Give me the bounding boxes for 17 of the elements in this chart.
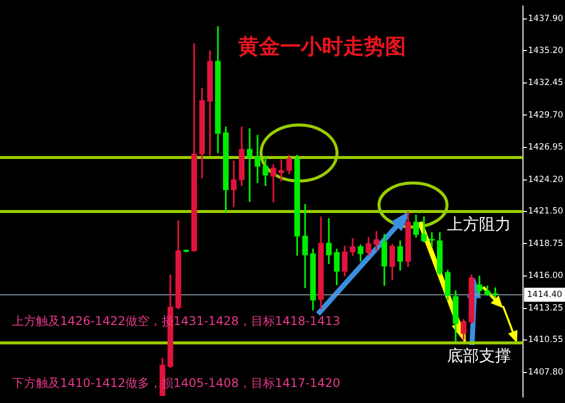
candlestick [254,134,260,184]
y-tick-label: 1437.90 [528,14,564,24]
y-tick-label: 1418.75 [528,238,564,249]
y-tick-label: 1429.70 [528,110,564,120]
y-tick-label: 1424.20 [528,174,564,185]
y-tick-label: 1407.80 [528,367,564,378]
y-tick-label: 1426.95 [528,142,564,153]
ref-line-label: 1414.40 [527,290,562,300]
y-tick-label: 1432.45 [528,78,564,88]
y-tick-label: 1410.55 [528,335,564,346]
text: 黄金一小时走势图 [237,34,406,58]
y-tick-label: 1435.20 [528,46,564,56]
y-tick-label: 1421.50 [528,206,564,217]
ref-line-label: 底部支撑 [447,346,511,366]
y-tick-label: 1413.25 [528,304,564,314]
y-tick-label: 1416.00 [528,271,564,282]
ref-line-label: 上方阻力 [447,214,511,234]
